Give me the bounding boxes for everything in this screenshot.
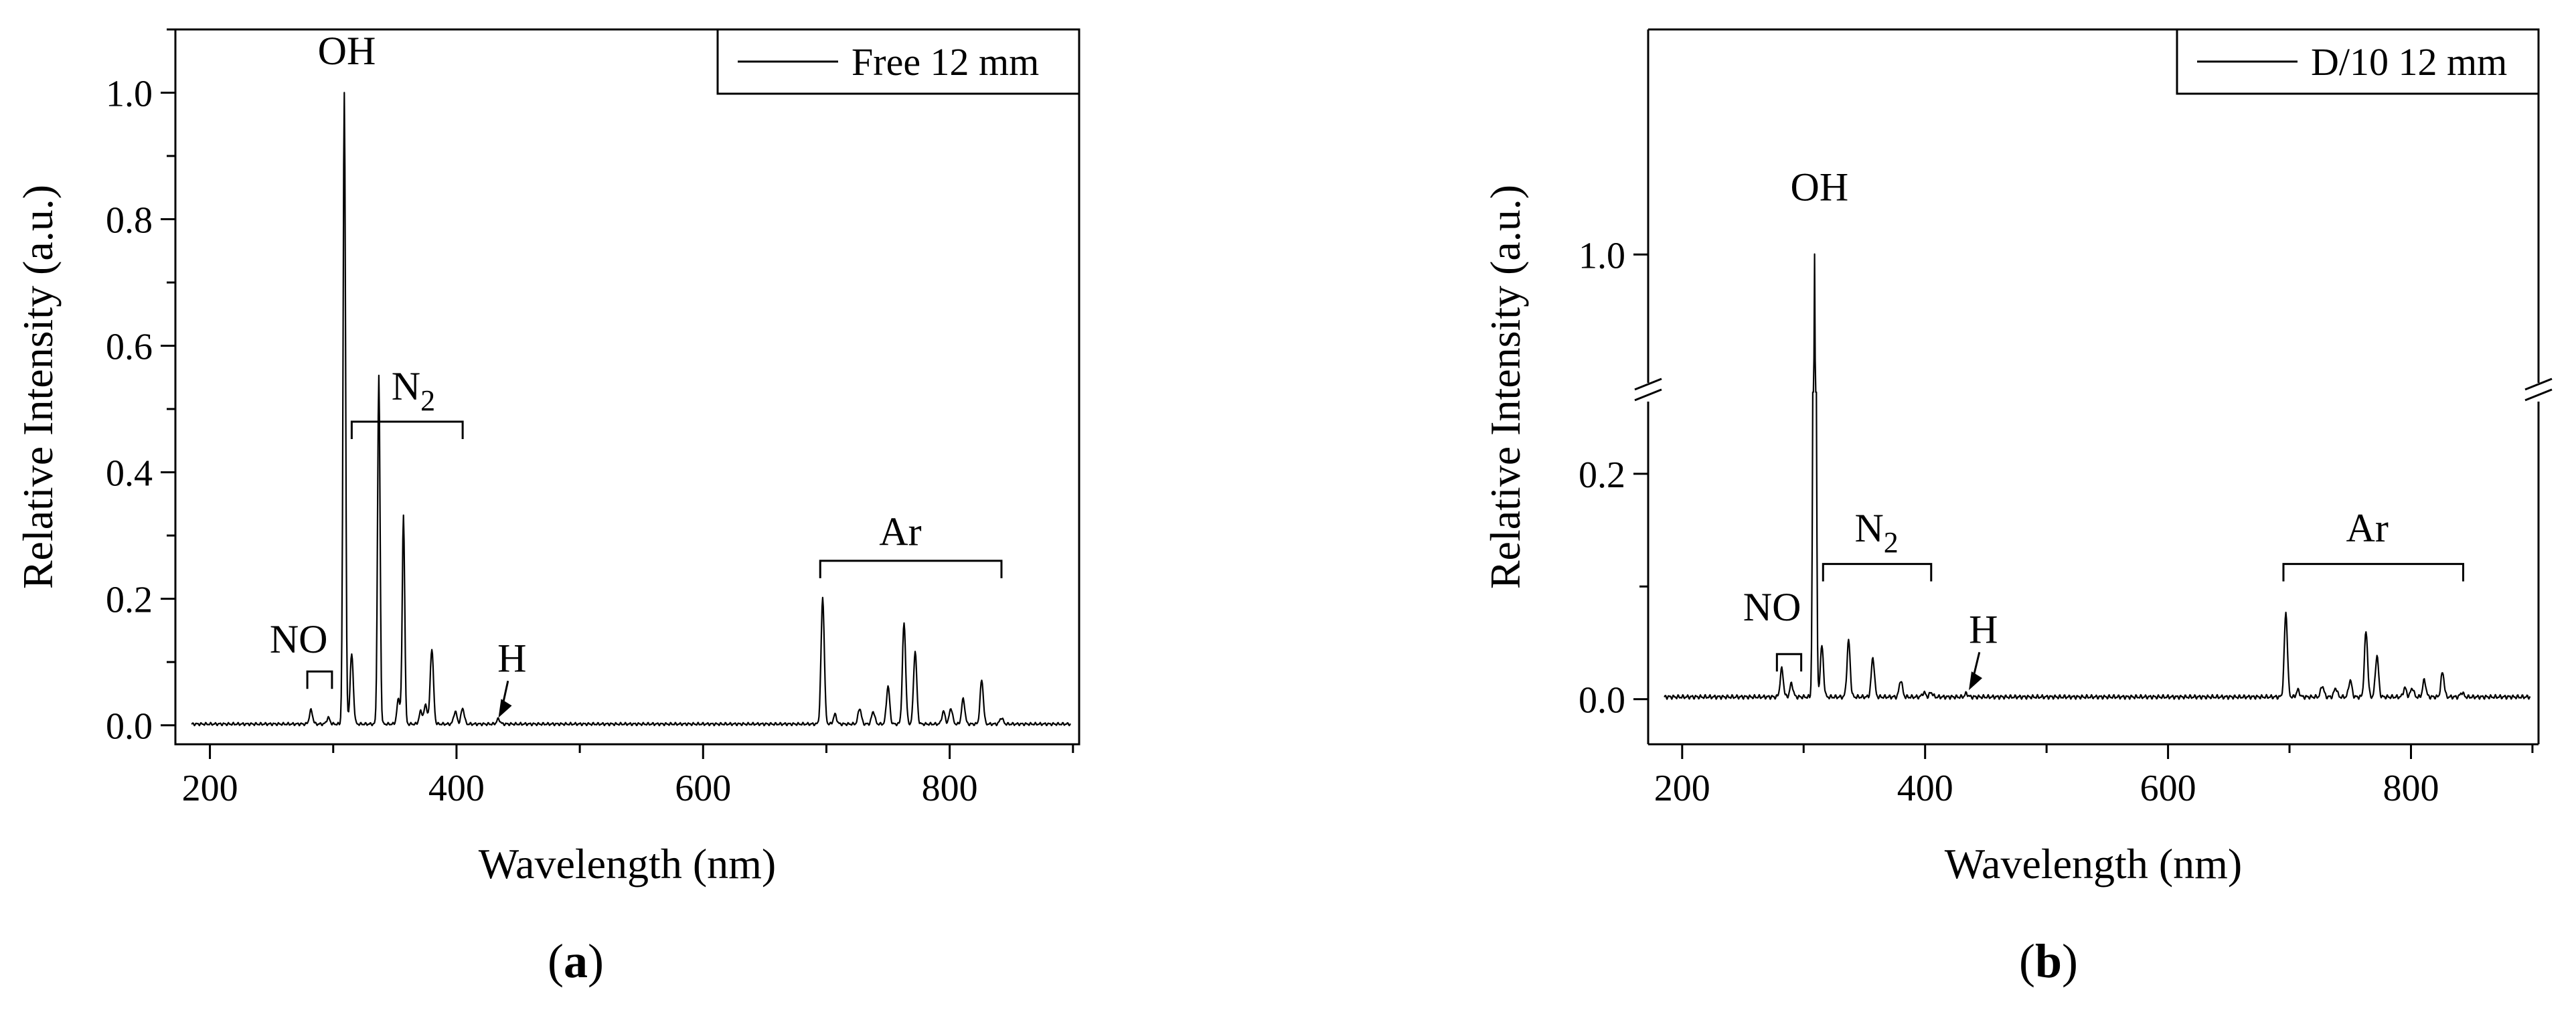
- x-tick-label: 200: [182, 768, 238, 809]
- annotation-label: NO: [1743, 585, 1801, 629]
- annotation-label: Ar: [879, 509, 921, 554]
- x-tick-label: 600: [2140, 768, 2196, 809]
- annotation-bracket: [1775, 653, 1803, 672]
- annotation-label: N2: [392, 364, 435, 417]
- y-tick-label: 0.6: [106, 327, 153, 368]
- annotation-bracket: [306, 670, 333, 689]
- axis-break-mark: [2524, 377, 2553, 391]
- panel-b-chart: 200 400 600 800 0.0 0.2 1.0 Wavelength (nm) Rela…: [1481, 28, 2553, 988]
- annotation-arrow-head: [498, 699, 512, 718]
- x-tick-label: 800: [2383, 768, 2439, 809]
- x-tick-label: 600: [675, 768, 731, 809]
- series-line-d10-12mm: [1664, 253, 2531, 700]
- panel-caption: (b): [2019, 934, 2078, 988]
- y-tick-label: 0.8: [106, 200, 153, 242]
- panel-a-chart: 200 400 600 800 0.0 0.2 0.4 0.6 0.8 1.0 Wavelength…: [14, 28, 1080, 988]
- legend-label: D/10 12 mm: [2311, 40, 2507, 84]
- y-tick-label: 0.2: [1579, 454, 1625, 496]
- y-tick-label: 0.0: [106, 706, 153, 748]
- y-tick-label: 1.0: [1579, 235, 1625, 276]
- y-axis-title: Relative Intensity (a.u.): [14, 185, 62, 589]
- annotation-bracket: [1822, 563, 1933, 582]
- legend-label: Free 12 mm: [852, 40, 1039, 84]
- plot-frame: [174, 28, 1080, 746]
- y-axis-title: Relative Intensity (a.u.): [1481, 185, 1529, 589]
- x-tick-label: 800: [922, 768, 978, 809]
- y-tick-label: 0.4: [106, 453, 153, 495]
- annotation-label: H: [497, 636, 526, 680]
- annotation-bracket: [350, 420, 464, 439]
- annotation-arrow-head: [1969, 671, 1983, 691]
- x-tick-label: 400: [428, 768, 485, 809]
- annotation-bracket: [819, 560, 1003, 578]
- annotation-label: N2: [1854, 506, 1898, 559]
- annotation-label: NO: [270, 617, 328, 661]
- y-tick-label: 0.0: [1579, 680, 1625, 722]
- y-tick-label: 1.0: [106, 74, 153, 115]
- axis-break-mark: [1634, 377, 1662, 391]
- axis-break-mark: [2524, 388, 2553, 402]
- x-axis-title: Wavelength (nm): [1945, 840, 2242, 888]
- annotation-label: OH: [1791, 165, 1849, 209]
- x-tick-label: 400: [1897, 768, 1953, 809]
- y-tick-label: 0.2: [106, 580, 153, 621]
- panel-caption: (a): [548, 934, 604, 988]
- axis-break-mark: [1634, 388, 1662, 402]
- x-axis-title: Wavelength (nm): [479, 840, 776, 888]
- annotation-bracket: [2282, 563, 2464, 582]
- annotation-label: OH: [318, 29, 376, 73]
- series-line-free-12mm: [191, 92, 1072, 727]
- annotation-label: Ar: [2346, 506, 2389, 550]
- annotation-label: H: [1969, 607, 1998, 651]
- x-tick-label: 200: [1654, 768, 1710, 809]
